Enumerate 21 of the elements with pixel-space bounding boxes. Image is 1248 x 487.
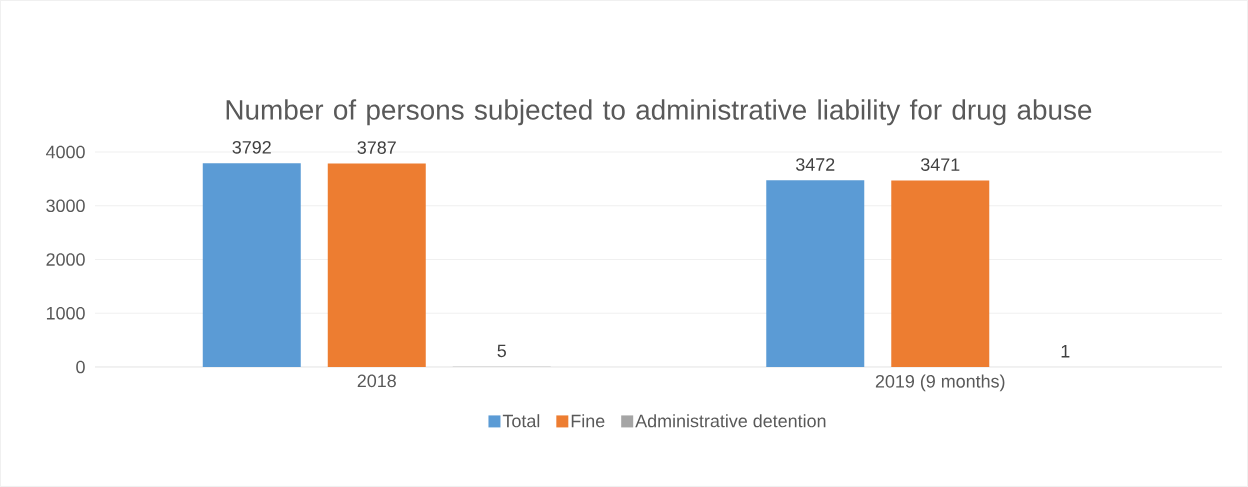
bar	[327, 163, 426, 367]
data-label: 3471	[921, 158, 960, 171]
data-label: 3787	[357, 141, 396, 154]
y-tick-label: 1000	[46, 306, 85, 320]
y-tick-label: 2000	[46, 253, 85, 266]
data-label: 1	[1061, 345, 1070, 358]
x-tick-label: 2018	[357, 374, 396, 388]
chart-title: Number of persons subjected to administrative liability for drug abuse	[226, 99, 1092, 126]
data-label: 5	[497, 344, 506, 358]
bar	[202, 163, 301, 367]
x-tick-label: 2019 (9 months)	[875, 374, 1005, 392]
legend-label: Total	[502, 414, 540, 428]
y-tick-label: 3000	[46, 199, 85, 213]
legend-label: Administrative detention	[635, 414, 826, 428]
y-tick-label: 0	[76, 360, 85, 374]
y-tick-label: 4000	[46, 145, 85, 159]
legend-label: Fine	[571, 414, 605, 428]
bar	[766, 180, 865, 367]
data-label: 3792	[232, 140, 271, 154]
bar	[891, 180, 990, 367]
data-label: 3472	[796, 158, 835, 171]
